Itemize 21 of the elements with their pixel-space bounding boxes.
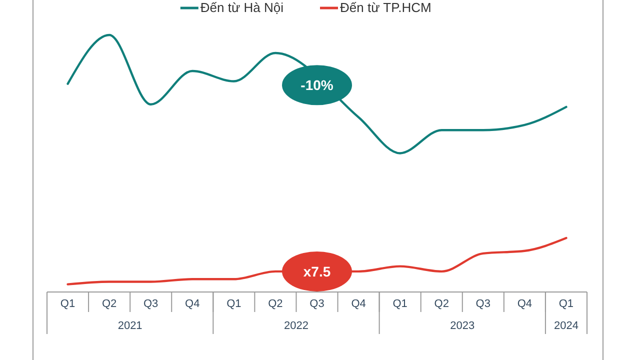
x-tick-label: Q4	[185, 298, 200, 310]
text: 2024	[554, 320, 578, 332]
text: 2022	[284, 320, 308, 332]
annotation: -10%	[300, 77, 334, 94]
x-tick-label: Q3	[310, 298, 324, 310]
text: 2023	[450, 320, 475, 332]
text: 2021	[118, 320, 142, 332]
x-tick-label: Q1	[60, 298, 76, 310]
x-tick-label: Q2	[268, 298, 283, 310]
x-tick-label: Q1	[226, 298, 242, 310]
legend-label: Đến từ TP.HCM	[340, 0, 432, 15]
x-tick-label: Q2	[102, 298, 117, 310]
legend-label: Đến từ Hà Nội	[200, 0, 284, 15]
x-tick-label: Q2	[434, 298, 449, 310]
x-tick-label: Q4	[517, 298, 532, 310]
x-tick-label: Q4	[351, 298, 366, 310]
x-tick-label: Q1	[558, 298, 574, 310]
x-tick-label: Q3	[476, 298, 490, 310]
annotation: x7.5	[303, 263, 331, 280]
x-tick-label: Q1	[392, 298, 408, 310]
x-tick-label: Q3	[144, 298, 158, 310]
